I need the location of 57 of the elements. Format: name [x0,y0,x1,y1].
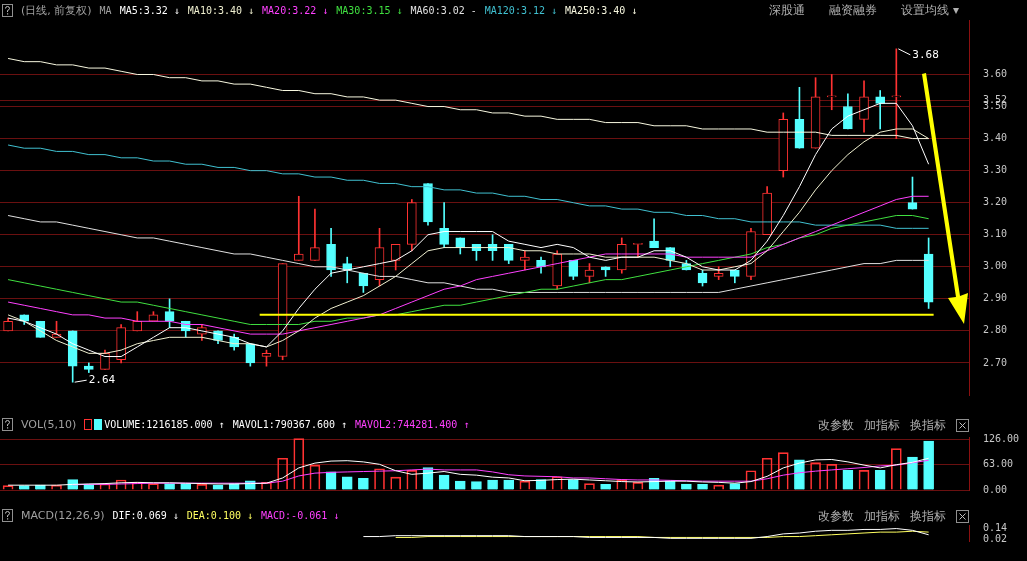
candlestick [649,218,659,248]
text: MA5:3.32 ↓ [119,5,180,16]
text: DEA:0.100 ↓ [186,510,254,521]
y-tick-label: 3.20 [983,196,1008,208]
bar [164,483,175,490]
legend-label: VOLUME:1216185.000 ↑ [103,419,225,430]
bar [697,484,708,490]
y-tick-label: 0.00 [983,483,1008,495]
text: 改参数 [818,508,854,525]
chart-title: MACD(12,26,9) [21,509,105,522]
text: MA120:3.12 ↓ [484,5,558,16]
text: MAVOL2:744281.400 ↑ [355,419,470,430]
candlestick [891,48,902,139]
bar [874,470,886,490]
bar [600,484,611,490]
text: 设置均线 ▾ [901,2,959,19]
legend-title: MA [99,5,112,16]
chart-title: VOL(5,10) [21,418,77,431]
candlestick [293,195,304,261]
annotation: 3.68 [912,47,939,61]
y-tick-label: 2.90 [983,292,1008,304]
y-tick-label: 126.00 [983,433,1020,444]
text: MA250:3.40 ↓ [565,5,638,16]
bar [180,483,192,490]
y-tick-label: 63.00 [983,458,1014,470]
bar [842,470,854,490]
y-tick-label: 0.14 [983,522,1008,534]
text: DIF:0.069 ↓ [112,510,179,521]
text: MA20:3.22 ↓ [262,5,329,16]
text: MA60:3.02 - [410,5,477,16]
text: MACD:-0.061 ↓ [261,510,340,521]
y-tick-label: 3.00 [983,260,1008,272]
bar [794,459,805,490]
candlestick [826,74,837,111]
bar [923,440,934,490]
bar [907,456,918,490]
y-tick-label: 3.40 [983,132,1008,144]
y-tick-label: 0.02 [983,532,1008,544]
text: 深股通 [769,2,806,19]
text: 融资融券 [829,2,878,19]
text: 加指标 [864,417,900,434]
text: 改参数 [818,417,854,434]
y-tick-label: 3.30 [983,164,1008,176]
text: MA30:3.15 ↓ [336,5,403,16]
y-tick-label: 3.60 [983,68,1008,80]
y-tick-label: 2.80 [983,324,1008,336]
bar [729,483,741,490]
text: 加指标 [864,508,900,525]
y-tick-label: 2.70 [983,356,1008,368]
annotation: 2.64 [88,373,116,387]
chart-title: (日线, 前复权) [21,3,92,18]
text: 换指标 [910,508,946,525]
text: MA10:3.40 ↓ [187,5,255,16]
y-tick-label: 3.10 [983,228,1008,240]
candlestick [875,90,886,130]
text: 换指标 [910,417,946,434]
text: MAVOL1:790367.600 ↑ [232,419,348,430]
